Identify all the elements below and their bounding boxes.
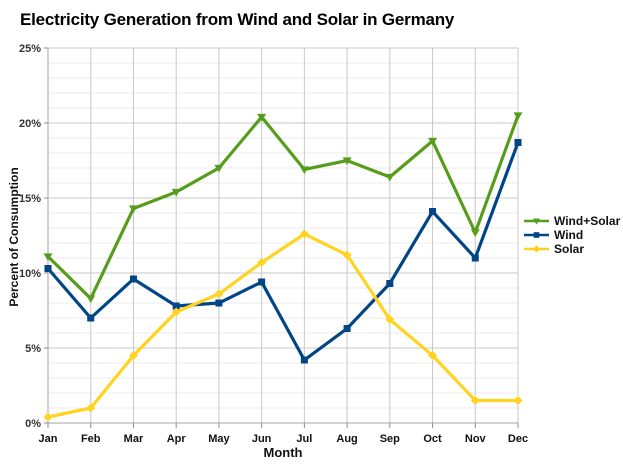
legend-marker-glyph xyxy=(533,232,540,238)
data-point-solar-oct xyxy=(428,351,438,360)
y-tick-label: 15% xyxy=(19,193,41,205)
legend-item-solar: Solar xyxy=(523,242,620,256)
data-point-wind-aug xyxy=(343,324,351,333)
data-point-wind-solar-may xyxy=(214,164,224,173)
chart-title: Electricity Generation from Wind and Sol… xyxy=(20,10,455,29)
chart-legend: Wind+Solar Wind Solar xyxy=(523,214,620,256)
series-wind-solar xyxy=(43,112,523,303)
data-point-wind-solar-dec xyxy=(513,112,523,120)
data-point-wind-solar-feb xyxy=(86,295,96,303)
data-point-wind-oct xyxy=(429,207,437,216)
x-tick-label: Feb xyxy=(81,433,101,445)
data-point-wind-apr xyxy=(172,302,180,310)
data-point-solar-sep xyxy=(385,315,395,324)
data-point-solar-aug xyxy=(342,250,352,260)
data-point-solar-may xyxy=(214,289,224,299)
x-tick-label: Sep xyxy=(380,433,400,445)
data-point-wind-jan xyxy=(44,264,52,273)
y-tick-label: 0% xyxy=(25,418,41,430)
data-point-wind-jul xyxy=(300,356,308,364)
legend-marker-wind-solar-icon xyxy=(524,218,549,225)
data-point-wind-solar-oct xyxy=(428,137,438,146)
data-point-wind-solar-sep xyxy=(385,173,395,182)
series-solar xyxy=(43,229,523,422)
data-point-wind-may xyxy=(215,299,223,307)
data-point-wind-solar-jul xyxy=(299,166,309,174)
tick-labels: 0% 5% 10% 15% 20% 25% Jan Feb Mar Apr May Jun Jul Aug… xyxy=(19,43,528,445)
data-point-solar-jan xyxy=(43,412,53,422)
data-point-solar-dec xyxy=(513,396,523,405)
series-wind-solar-line xyxy=(46,114,520,302)
data-point-wind-solar-mar xyxy=(128,205,138,213)
x-tick-label: Oct xyxy=(423,433,442,445)
gridlines xyxy=(48,47,519,423)
data-point-solar-jun xyxy=(257,258,267,267)
y-tick-label: 25% xyxy=(19,43,41,55)
legend-marker-solar-icon xyxy=(524,245,549,253)
y-tick-label: 10% xyxy=(19,268,41,280)
data-point-solar-nov xyxy=(470,396,480,405)
x-tick-label: Aug xyxy=(336,433,357,445)
data-point-wind-dec xyxy=(514,138,522,147)
legend-item-wind-solar: Wind+Solar xyxy=(523,214,620,228)
data-point-wind-solar-jan xyxy=(43,253,53,261)
x-tick-label: Dec xyxy=(508,433,528,445)
series-solar-line xyxy=(47,232,518,419)
axes xyxy=(44,47,519,428)
data-point-wind-solar-jun xyxy=(257,113,267,122)
data-point-wind-jun xyxy=(258,278,266,286)
data-point-wind-solar-aug xyxy=(342,157,352,165)
data-point-solar-jul xyxy=(299,229,309,239)
data-point-wind-feb xyxy=(87,314,95,322)
series-wind xyxy=(44,138,522,364)
data-point-wind-solar-apr xyxy=(171,188,181,197)
legend-label: Solar xyxy=(554,242,585,256)
x-axis-title: Month xyxy=(263,445,303,460)
x-tick-label: Jan xyxy=(39,433,58,445)
legend-label: Wind+Solar xyxy=(554,214,621,228)
legend-label: Wind xyxy=(554,228,584,242)
data-point-wind-nov xyxy=(471,254,479,262)
y-tick-label: 20% xyxy=(19,118,41,130)
x-tick-label: Jul xyxy=(296,433,312,445)
series-wind-line xyxy=(46,141,520,363)
y-tick-label: 5% xyxy=(25,343,41,355)
data-point-solar-feb xyxy=(86,403,96,413)
data-point-solar-mar xyxy=(128,351,138,360)
data-point-wind-solar-nov xyxy=(470,229,480,237)
legend-marker-wind-icon xyxy=(524,232,549,238)
x-tick-label: Mar xyxy=(124,433,144,445)
data-point-wind-sep xyxy=(386,279,394,288)
legend-marker-glyph xyxy=(532,218,541,225)
x-tick-label: Apr xyxy=(167,433,187,445)
x-tick-label: Nov xyxy=(465,433,487,445)
legend-item-wind: Wind xyxy=(523,228,620,242)
x-tick-label: May xyxy=(208,433,230,445)
x-tick-label: Jun xyxy=(252,433,272,445)
legend-marker-glyph xyxy=(532,245,541,253)
data-point-solar-apr xyxy=(171,307,181,317)
data-point-wind-mar xyxy=(129,275,137,283)
